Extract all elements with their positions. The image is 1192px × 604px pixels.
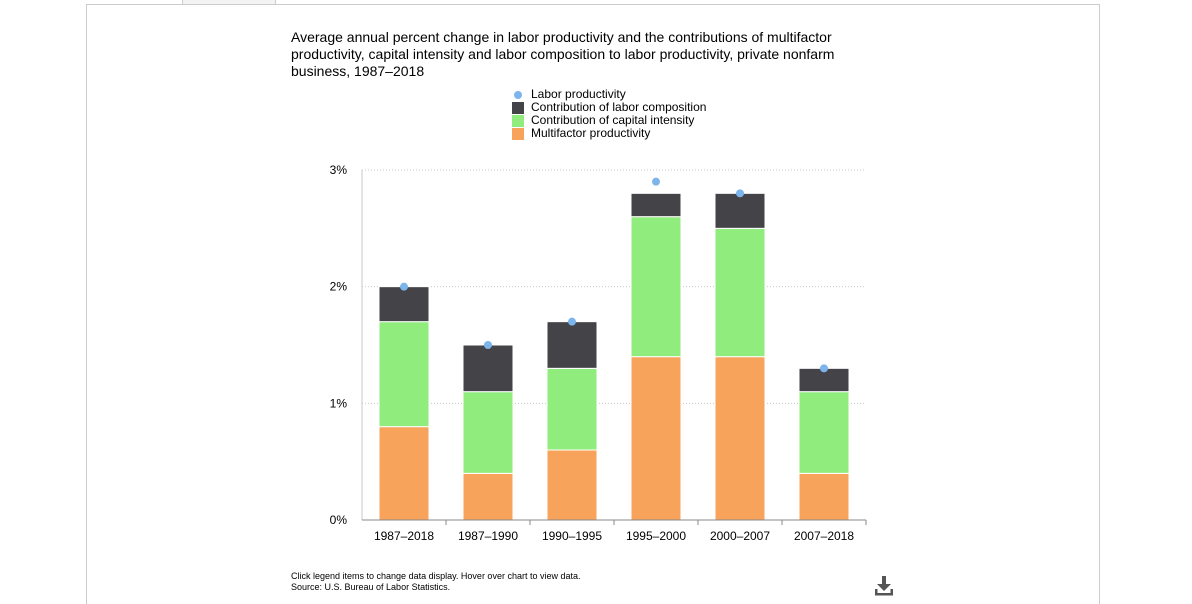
bar-contribution-of-labor-composition-4[interactable]: [714, 192, 766, 229]
y-tick-label: 0%: [330, 513, 348, 527]
legend-marker-dot: [511, 88, 524, 101]
chart-source: Source: U.S. Bureau of Labor Statistics.: [291, 582, 451, 592]
x-tick-label: 1990–1995: [542, 529, 602, 543]
point-labor-productivity-3[interactable]: [652, 177, 660, 186]
point-labor-productivity-4[interactable]: [736, 189, 744, 198]
bar-contribution-of-capital-intensity-3[interactable]: [630, 216, 682, 358]
legend-marker-square: [511, 101, 524, 114]
chart-footer: Click legend items to change data displa…: [291, 571, 580, 593]
y-tick-label: 1%: [330, 396, 348, 410]
bar-contribution-of-labor-composition-0[interactable]: [378, 286, 430, 323]
bar-multifactor-productivity-0[interactable]: [378, 426, 430, 521]
y-tick-label: 2%: [330, 280, 348, 294]
x-tick-label: 2000–2007: [710, 529, 770, 543]
gridlines: [362, 169, 866, 404]
chart-legend: Labor productivity Contribution of labor…: [511, 88, 706, 140]
legend-item-labor-composition[interactable]: Contribution of labor composition: [511, 101, 706, 114]
bar-contribution-of-capital-intensity-2[interactable]: [546, 367, 598, 451]
chart-frame: [86, 4, 1100, 604]
bar-multifactor-productivity-4[interactable]: [714, 356, 766, 521]
bar-series: [378, 192, 850, 521]
point-labor-productivity-1[interactable]: [484, 341, 492, 349]
chart-title: Average annual percent change in labor p…: [291, 29, 835, 79]
legend-item-labor-productivity[interactable]: Labor productivity: [511, 88, 706, 101]
legend-label: Labor productivity: [531, 87, 626, 101]
bar-multifactor-productivity-5[interactable]: [798, 472, 850, 521]
download-button[interactable]: [872, 575, 896, 597]
bar-contribution-of-labor-composition-3[interactable]: [630, 192, 682, 218]
legend-marker-square: [511, 114, 524, 127]
bar-contribution-of-capital-intensity-0[interactable]: [378, 321, 430, 428]
point-labor-productivity-5[interactable]: [820, 364, 828, 373]
legend-item-multifactor-productivity[interactable]: Multifactor productivity: [511, 127, 706, 140]
y-axis: 0% 1% 2% 3%: [330, 163, 363, 527]
tab-stub[interactable]: [182, 0, 276, 5]
x-axis: 1987–2018 1987–1990 1990–1995 1995–2000 2000…: [362, 519, 867, 543]
bar-contribution-of-capital-intensity-5[interactable]: [798, 391, 850, 474]
point-series: [400, 177, 828, 373]
x-tick-label: 1995–2000: [626, 529, 686, 543]
x-tick-label: 1987–1990: [458, 529, 518, 543]
bar-multifactor-productivity-1[interactable]: [462, 472, 514, 521]
point-labor-productivity-2[interactable]: [568, 317, 576, 326]
legend-label: Contribution of labor composition: [531, 100, 707, 114]
bar-contribution-of-capital-intensity-4[interactable]: [714, 227, 766, 358]
bar-multifactor-productivity-2[interactable]: [546, 449, 598, 521]
x-tick-label: 2007–2018: [794, 529, 854, 543]
bar-multifactor-productivity-3[interactable]: [630, 356, 682, 521]
bar-contribution-of-capital-intensity-1[interactable]: [462, 391, 514, 474]
y-tick-label: 3%: [330, 163, 348, 177]
x-tick-label: 1987–2018: [374, 529, 434, 543]
bar-contribution-of-labor-composition-1[interactable]: [462, 344, 514, 393]
point-labor-productivity-0[interactable]: [400, 282, 408, 291]
legend-label: Contribution of capital intensity: [531, 113, 695, 127]
legend-marker-square: [511, 127, 524, 140]
legend-item-capital-intensity[interactable]: Contribution of capital intensity: [511, 114, 706, 127]
chart-instructions: Click legend items to change data displa…: [291, 571, 581, 581]
download-icon: [875, 576, 893, 596]
bar-contribution-of-labor-composition-2[interactable]: [546, 321, 598, 369]
legend-label: Multifactor productivity: [531, 126, 651, 140]
